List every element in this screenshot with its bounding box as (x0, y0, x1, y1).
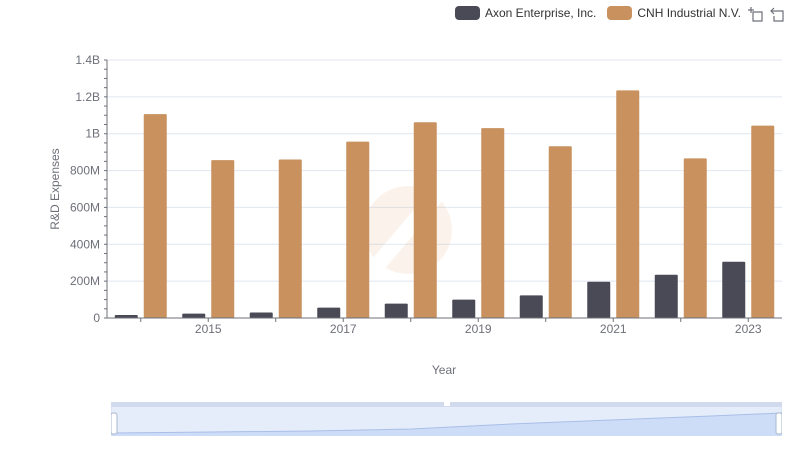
bar-cnh-2019 (481, 128, 505, 318)
bar-axon-2023 (722, 261, 746, 318)
bar-cnh-2014 (143, 114, 167, 319)
legend-swatch-cnh (607, 6, 633, 20)
x-axis-title: Year (432, 363, 456, 377)
y-axis-title: R&D Expenses (48, 148, 62, 229)
restore-icon[interactable] (769, 6, 785, 22)
legend: Axon Enterprise, Inc. CNH Industrial N.V… (455, 4, 752, 22)
x-tick-label: 2021 (600, 322, 627, 336)
x-tick-label: 2017 (330, 322, 357, 336)
y-tick-label: 400M (70, 237, 100, 251)
y-tick-label: 800M (70, 164, 100, 178)
bar-axon-2022 (654, 274, 678, 318)
bar-axon-2019 (452, 299, 476, 318)
bar-axon-2016 (249, 312, 273, 318)
legend-item-cnh[interactable]: CNH Industrial N.V. (607, 6, 741, 20)
x-tick-label: 2023 (735, 322, 762, 336)
bar-cnh-2021 (616, 90, 640, 319)
axes: 0 200M 400M 600M 800M 1B 1.2B 1.4B 2015 2017 2019 2… (70, 53, 782, 336)
slider-handle-left[interactable] (111, 412, 118, 435)
legend-label-axon: Axon Enterprise, Inc. (485, 6, 597, 20)
bar-axon-2021 (587, 281, 611, 318)
y-tick-label: 200M (70, 274, 100, 288)
y-tick-label: 0 (93, 311, 100, 325)
bar-cnh-2022 (683, 158, 707, 318)
data-zoom-slider[interactable] (111, 402, 782, 436)
zoom-icon[interactable] (747, 6, 763, 22)
bar-cnh-2018 (413, 122, 437, 318)
legend-item-axon[interactable]: Axon Enterprise, Inc. (455, 6, 596, 20)
slider-handle-right[interactable] (775, 412, 782, 435)
y-tick-label: 1.4B (75, 53, 100, 67)
y-tick-label: 1B (85, 127, 100, 141)
bar-axon-2017 (317, 307, 341, 318)
bar-cnh-2016 (278, 159, 302, 318)
bar-axon-2018 (384, 303, 408, 318)
bar-axon-2015 (182, 313, 206, 318)
bar-cnh-2023 (751, 125, 775, 318)
legend-swatch-axon (455, 6, 480, 20)
slider-move-grip[interactable] (444, 402, 450, 406)
watermark-logo (364, 186, 452, 274)
bars (114, 90, 775, 319)
toolbox (747, 6, 791, 22)
y-tick-label: 1.2B (75, 90, 100, 104)
bar-cnh-2015 (211, 160, 235, 318)
legend-label-cnh: CNH Industrial N.V. (637, 6, 741, 20)
x-tick-label: 2015 (195, 322, 222, 336)
bar-axon-2020 (519, 295, 543, 318)
slider-area-preview (111, 413, 782, 436)
bar-cnh-2017 (346, 141, 370, 318)
bar-cnh-2020 (548, 146, 572, 318)
bar-axon-2014 (114, 315, 138, 318)
x-tick-label: 2019 (465, 322, 492, 336)
y-tick-label: 600M (70, 200, 100, 214)
slider-line-preview (111, 412, 782, 434)
